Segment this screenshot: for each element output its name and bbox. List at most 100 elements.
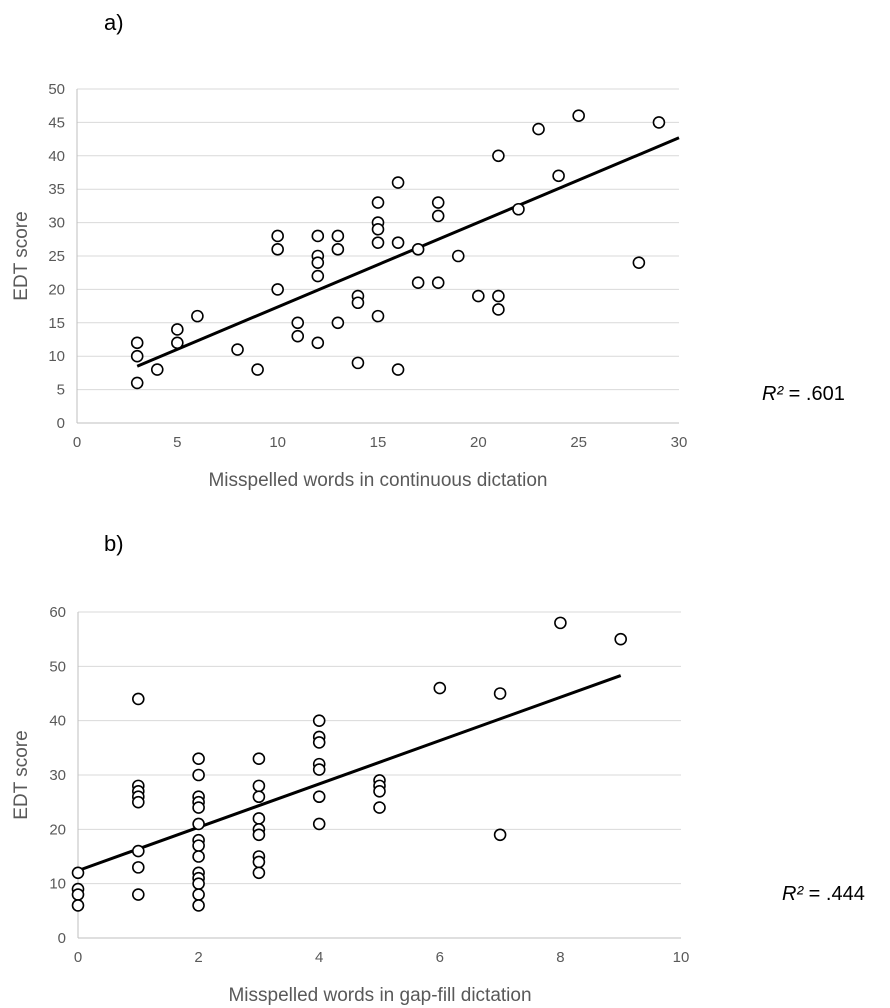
panel-b-y-tick-label: 60 <box>49 604 66 621</box>
panel-b-data-point <box>312 790 326 804</box>
panel-b-r2-value: = .444 <box>803 883 865 905</box>
panel-b-data-point <box>252 752 266 766</box>
panel-b-trendline <box>77 674 622 873</box>
panel-b-y-tick-label: 50 <box>49 658 66 675</box>
panel-a-data-point <box>431 196 445 209</box>
panel-a-data-point <box>130 349 144 363</box>
panel-b-data-point <box>252 779 266 793</box>
panel-a-x-tick-label: 10 <box>269 434 286 451</box>
panel-a-y-tick-label: 20 <box>48 281 65 298</box>
panel-a-data-point <box>371 236 385 249</box>
panel-b-data-point <box>132 888 145 901</box>
panel-a-tick-labels: 0 5 10 15 20 25 30 35 40 45 50 0 5 10 15 20 25 30 <box>48 81 687 451</box>
panel-a-data-point <box>231 343 244 356</box>
panel-a-data-point <box>472 289 485 303</box>
panel-a-data-point <box>171 323 184 336</box>
panel-b-data-point <box>252 828 266 842</box>
panel-a-y-tick-label: 40 <box>48 148 65 165</box>
panel-a-data-point <box>451 249 465 263</box>
panel-b-data-point <box>252 866 266 880</box>
panel-a-y-tick-label: 30 <box>48 215 65 232</box>
panel-b-trendline-group <box>77 674 622 873</box>
panel-a-data-point <box>311 336 325 350</box>
panel-b-data-point <box>252 790 266 804</box>
panel-a-data-point <box>431 276 445 290</box>
panel-a-data-point <box>331 229 345 243</box>
panel-b-data-point <box>192 801 205 814</box>
panel-b-data-point <box>192 850 205 863</box>
panel-b-data-point <box>132 844 145 858</box>
panel-a-x-tick-label: 0 <box>73 434 81 451</box>
panel-a-data-point <box>251 363 264 376</box>
panel-b-y-tick-label: 30 <box>49 767 66 784</box>
panel-a-y-axis-title: EDT score <box>11 211 32 300</box>
panel-a-data-point <box>391 236 405 249</box>
panel-b-data-point <box>71 866 85 880</box>
panel-b-r2-symbol: R² <box>782 883 804 905</box>
panel-a-data-point <box>532 122 545 136</box>
panel-a-x-tick-label: 5 <box>173 434 181 451</box>
panel-a-data-point <box>271 283 284 296</box>
chart-panel-a: a) 0 5 10 15 20 25 30 35 40 45 50 0 5 10 15 20 25 30 Miss… <box>11 10 845 491</box>
panel-b-points <box>71 616 628 912</box>
panel-a-label: a) <box>104 10 124 35</box>
panel-b-x-tick-label: 6 <box>436 949 444 966</box>
panel-b-data-point <box>493 687 507 700</box>
panel-a-y-tick-label: 50 <box>48 81 65 98</box>
panel-a-data-point <box>171 336 184 350</box>
panel-a-data-point <box>652 116 666 129</box>
panel-a-data-point <box>331 316 345 330</box>
panel-b-data-point <box>373 784 386 798</box>
panel-b-data-point <box>312 736 326 749</box>
panel-b-data-point <box>192 888 205 901</box>
panel-b-data-point <box>192 839 205 852</box>
panel-a-data-point <box>291 329 305 343</box>
panel-b-x-tick-label: 8 <box>556 949 564 966</box>
panel-b-data-point <box>252 855 266 869</box>
panel-b-tick-labels: 0 10 20 30 40 50 60 0 2 4 6 8 10 <box>49 604 689 966</box>
panel-a-x-tick-label: 25 <box>570 434 587 451</box>
panel-b-data-point <box>554 616 567 630</box>
panel-b-data-point <box>192 877 205 890</box>
panel-b-x-tick-label: 10 <box>673 949 690 966</box>
panel-a-data-point <box>351 296 365 310</box>
panel-b-data-point <box>192 752 205 766</box>
panel-b-y-axis-title: EDT score <box>11 730 32 819</box>
panel-b-y-tick-label: 0 <box>58 930 66 947</box>
panel-a-data-point <box>311 256 325 269</box>
panel-a-axes <box>76 89 679 424</box>
panel-a-data-point <box>291 316 305 330</box>
panel-b-data-point <box>433 681 447 695</box>
panel-a-y-tick-label: 5 <box>57 382 65 399</box>
panel-b-data-point <box>192 899 205 912</box>
panel-b-label: b) <box>104 531 124 556</box>
panel-a-r2-symbol: R² <box>762 383 784 405</box>
panel-a-x-axis-title: Misspelled words in continuous dictation <box>208 470 547 491</box>
panel-a-data-point <box>371 196 385 209</box>
panel-b-data-point <box>312 714 326 727</box>
panel-a-trendline <box>136 136 680 368</box>
chart-panel-b: b) 0 10 20 30 40 50 60 0 2 4 6 8 10 Misspelled words… <box>11 531 865 1006</box>
panel-a-data-point <box>572 109 585 123</box>
panel-a-data-point <box>130 336 144 350</box>
panel-a-r2-annotation: R² = .601 <box>762 383 845 405</box>
panel-b-data-point <box>373 801 386 814</box>
panel-a-data-point <box>311 269 325 283</box>
panel-b-data-point <box>132 795 145 809</box>
panel-b-data-point <box>252 812 266 825</box>
panel-a-y-tick-label: 15 <box>48 315 65 332</box>
panel-a-data-point <box>391 176 405 189</box>
panel-b-data-point <box>132 861 145 874</box>
panel-a-data-point <box>271 243 284 256</box>
panel-b-data-point <box>614 632 628 646</box>
panel-b-x-tick-label: 2 <box>194 949 202 966</box>
panel-a-data-point <box>411 243 425 256</box>
panel-a-r2-value: = .601 <box>783 383 845 405</box>
panel-a-data-point <box>311 229 325 243</box>
panel-b-x-tick-label: 4 <box>315 949 323 966</box>
panel-a-data-point <box>130 376 144 390</box>
panel-b-data-point <box>71 888 85 901</box>
panel-a-y-tick-label: 35 <box>48 181 65 198</box>
panel-a-data-point <box>391 363 405 376</box>
